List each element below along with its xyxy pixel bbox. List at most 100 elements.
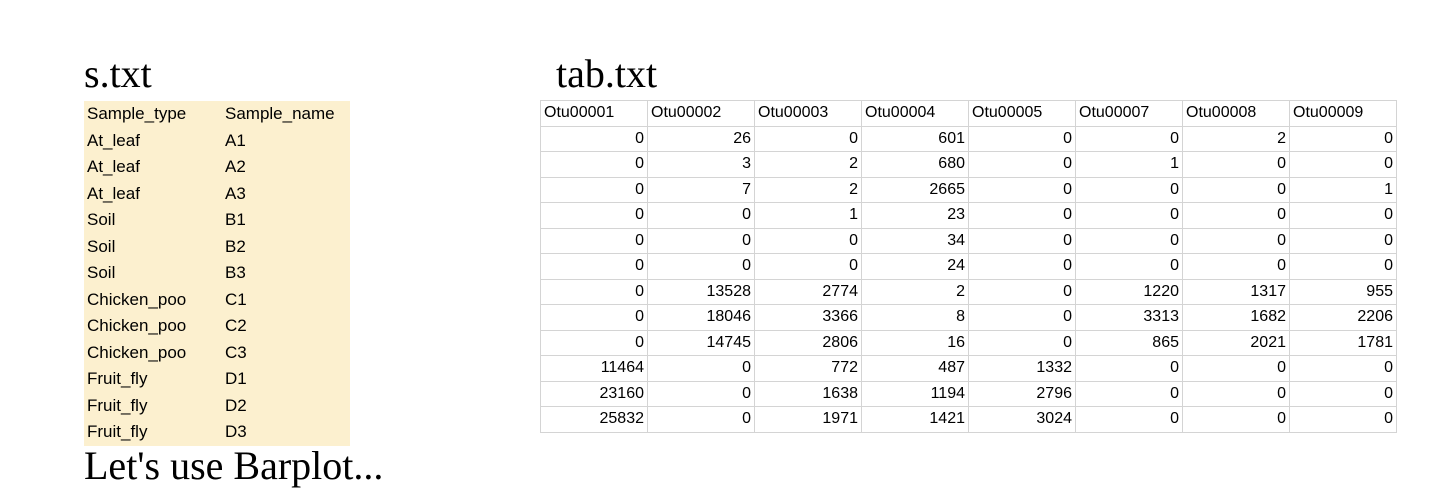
otu-cell: 0 bbox=[1182, 253, 1290, 280]
otu-cell: 0 bbox=[1182, 380, 1290, 407]
otu-cell: 0 bbox=[540, 202, 648, 229]
otu-cell: 14745 bbox=[647, 329, 755, 356]
otu-row: 0 14745 2806 16 0 865 2021 1781 bbox=[540, 329, 1397, 356]
otu-cell: 601 bbox=[861, 125, 969, 152]
otu-cell: 2 bbox=[754, 151, 862, 178]
otu-cell: 0 bbox=[968, 304, 1076, 331]
otu-cell: 3313 bbox=[1075, 304, 1183, 331]
sample-cell: B3 bbox=[225, 263, 246, 283]
otu-cell: 0 bbox=[540, 125, 648, 152]
sample-row: Fruit_fly D3 bbox=[84, 419, 350, 446]
sample-header-row: Sample_type Sample_name bbox=[84, 101, 350, 128]
otu-cell: 0 bbox=[647, 406, 755, 433]
otu-cell: 3366 bbox=[754, 304, 862, 331]
sample-row: Fruit_fly D1 bbox=[84, 366, 350, 393]
otu-cell: 1194 bbox=[861, 380, 969, 407]
otu-cell: 24 bbox=[861, 253, 969, 280]
otu-cell: 0 bbox=[1182, 151, 1290, 178]
otu-cell: 2 bbox=[1182, 125, 1290, 152]
sample-row: At_leaf A2 bbox=[84, 154, 350, 181]
otu-cell: 865 bbox=[1075, 329, 1183, 356]
otu-cell: 1 bbox=[754, 202, 862, 229]
otu-cell: 26 bbox=[647, 125, 755, 152]
otu-cell: 1332 bbox=[968, 355, 1076, 382]
sample-cell: A2 bbox=[225, 157, 246, 177]
otu-cell: 3024 bbox=[968, 406, 1076, 433]
otu-cell: 3 bbox=[647, 151, 755, 178]
otu-row: 0 0 0 24 0 0 0 0 bbox=[540, 253, 1397, 280]
otu-table: Otu00001 Otu00002 Otu00003 Otu00004 Otu00005… bbox=[540, 100, 1397, 433]
otu-cell: 0 bbox=[1289, 355, 1397, 382]
sample-row: At_leaf A3 bbox=[84, 181, 350, 208]
otu-cell: 0 bbox=[1182, 202, 1290, 229]
otu-cell: 8 bbox=[861, 304, 969, 331]
sample-row: Chicken_poo C1 bbox=[84, 287, 350, 314]
otu-cell: 0 bbox=[540, 329, 648, 356]
otu-cell: 11464 bbox=[540, 355, 648, 382]
otu-header-cell: Otu00005 bbox=[968, 100, 1076, 127]
otu-cell: 487 bbox=[861, 355, 969, 382]
otu-row: 0 13528 2774 2 0 1220 1317 955 bbox=[540, 278, 1397, 305]
s-txt-title: s.txt bbox=[84, 51, 152, 96]
otu-cell: 1682 bbox=[1182, 304, 1290, 331]
otu-row: 0 3 2 680 0 1 0 0 bbox=[540, 151, 1397, 178]
otu-row: 11464 0 772 487 1332 0 0 0 bbox=[540, 355, 1397, 382]
sample-header-cell: Sample_name bbox=[225, 104, 335, 124]
otu-cell: 2021 bbox=[1182, 329, 1290, 356]
otu-cell: 0 bbox=[1289, 151, 1397, 178]
otu-cell: 0 bbox=[1182, 355, 1290, 382]
otu-header-cell: Otu00009 bbox=[1289, 100, 1397, 127]
otu-cell: 0 bbox=[647, 380, 755, 407]
otu-cell: 2796 bbox=[968, 380, 1076, 407]
sample-cell: A3 bbox=[225, 183, 246, 203]
sample-cell: C2 bbox=[225, 316, 247, 336]
otu-cell: 1 bbox=[1075, 151, 1183, 178]
sample-cell: Soil bbox=[87, 263, 116, 283]
otu-cell: 2806 bbox=[754, 329, 862, 356]
otu-cell: 0 bbox=[540, 304, 648, 331]
sample-cell: B1 bbox=[225, 210, 246, 230]
sample-cell: Soil bbox=[87, 210, 116, 230]
otu-cell: 0 bbox=[968, 253, 1076, 280]
sample-row: Chicken_poo C3 bbox=[84, 340, 350, 367]
otu-header-cell: Otu00007 bbox=[1075, 100, 1183, 127]
sample-header-cell: Sample_type bbox=[87, 104, 187, 124]
otu-cell: 0 bbox=[1182, 227, 1290, 254]
otu-cell: 0 bbox=[540, 253, 648, 280]
otu-cell: 25832 bbox=[540, 406, 648, 433]
sample-row: At_leaf A1 bbox=[84, 128, 350, 155]
otu-cell: 955 bbox=[1289, 278, 1397, 305]
otu-cell: 0 bbox=[968, 151, 1076, 178]
otu-header-cell: Otu00003 bbox=[754, 100, 862, 127]
otu-header-cell: Otu00001 bbox=[540, 100, 648, 127]
otu-row: 0 0 1 23 0 0 0 0 bbox=[540, 202, 1397, 229]
sample-cell: C3 bbox=[225, 342, 247, 362]
otu-cell: 16 bbox=[861, 329, 969, 356]
otu-cell: 0 bbox=[754, 125, 862, 152]
otu-cell: 1317 bbox=[1182, 278, 1290, 305]
cut-off-caption: Let's use Barplot... bbox=[84, 443, 384, 488]
otu-row: 25832 0 1971 1421 3024 0 0 0 bbox=[540, 406, 1397, 433]
otu-cell: 0 bbox=[1075, 202, 1183, 229]
otu-cell: 0 bbox=[647, 202, 755, 229]
sample-cell: Soil bbox=[87, 236, 116, 256]
otu-cell: 0 bbox=[1289, 406, 1397, 433]
sample-cell: D3 bbox=[225, 422, 247, 442]
otu-cell: 0 bbox=[968, 329, 1076, 356]
sample-cell: Fruit_fly bbox=[87, 369, 148, 389]
otu-header-cell: Otu00002 bbox=[647, 100, 755, 127]
otu-cell: 0 bbox=[1075, 125, 1183, 152]
otu-cell: 0 bbox=[754, 227, 862, 254]
sample-cell: C1 bbox=[225, 289, 247, 309]
otu-cell: 0 bbox=[1075, 355, 1183, 382]
otu-cell: 0 bbox=[968, 125, 1076, 152]
otu-cell: 0 bbox=[647, 253, 755, 280]
otu-cell: 0 bbox=[1289, 125, 1397, 152]
otu-cell: 0 bbox=[1075, 253, 1183, 280]
sample-cell: B2 bbox=[225, 236, 246, 256]
otu-cell: 18046 bbox=[647, 304, 755, 331]
otu-cell: 1638 bbox=[754, 380, 862, 407]
sample-cell: At_leaf bbox=[87, 183, 140, 203]
otu-cell: 0 bbox=[1289, 227, 1397, 254]
otu-cell: 23160 bbox=[540, 380, 648, 407]
